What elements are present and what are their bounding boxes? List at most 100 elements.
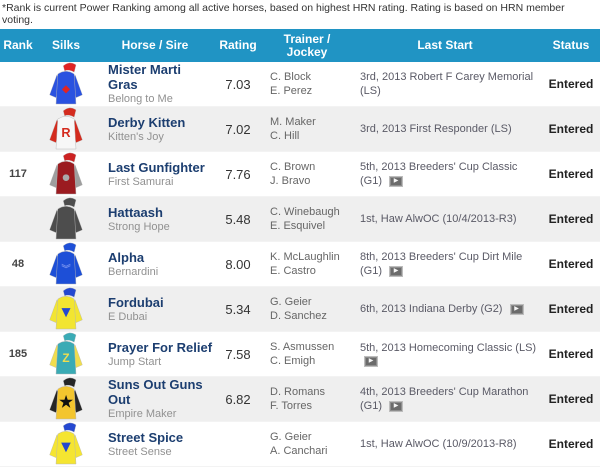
svg-text:◆: ◆: [61, 84, 70, 95]
jockey-silks-icon: ★: [46, 377, 86, 421]
jockey-name: D. Sanchez: [270, 310, 327, 322]
rank-value: 185: [8, 348, 28, 360]
table-row: ▼ Street Spice Street Sense G. Geier A. …: [0, 422, 600, 467]
jockey-silks-icon: ▼: [46, 422, 86, 466]
trainer-name: K. McLaughlin: [270, 251, 340, 263]
trainer-jockey-cell: C. Brown J. Bravo: [262, 160, 352, 188]
col-header-rank: Rank: [3, 38, 33, 52]
col-header-last-start: Last Start: [417, 38, 473, 52]
trainer-name: C. Block: [270, 71, 311, 83]
video-replay-icon[interactable]: ▶: [389, 175, 404, 187]
last-start-cell: 3rd, 2013 First Responder (LS) ▶: [352, 122, 542, 136]
horse-name-link[interactable]: Mister Marti Gras: [108, 62, 181, 92]
trainer-jockey-cell: G. Geier D. Sanchez: [262, 295, 352, 323]
rating-value: 7.02: [225, 121, 251, 137]
last-start-text: 8th, 2013 Breeders' Cup Dirt Mile (G1): [360, 251, 523, 277]
horse-sire-cell: Suns Out Guns Out Empire Maker: [96, 377, 214, 421]
rating-value: 5.34: [225, 301, 251, 317]
svg-text:︾: ︾: [61, 263, 70, 274]
last-start-text: 1st, Haw AlwOC (10/9/2013-R8): [360, 438, 517, 450]
status-value: Entered: [548, 347, 594, 361]
horse-name-link[interactable]: Street Spice: [108, 429, 184, 445]
sire-name: Belong to Me: [108, 93, 173, 105]
silks-cell: ▼: [36, 422, 96, 466]
trainer-name: G. Geier: [270, 296, 312, 308]
table-header-row: Rank Silks Horse / Sire Rating Trainer /…: [0, 29, 600, 62]
jockey-name: E. Perez: [270, 85, 313, 97]
last-start-text: 3rd, 2013 First Responder (LS): [360, 123, 512, 135]
last-start-cell: 3rd, 2013 Robert F Carey Memorial (LS) ▶: [352, 70, 542, 98]
horse-name-link[interactable]: Suns Out Guns Out: [108, 377, 203, 407]
table-row: 185 Z Prayer For Relief Jump St: [0, 332, 600, 377]
silks-cell: ●: [36, 152, 96, 196]
status-value: Entered: [548, 302, 594, 316]
jockey-silks-icon: R: [46, 107, 86, 151]
trainer-name: C. Winebaugh: [270, 206, 340, 218]
col-header-trainer-jockey: Trainer / Jockey: [283, 31, 331, 59]
jockey-silks-icon: ︾: [46, 242, 86, 286]
horse-name-link[interactable]: Prayer For Relief: [108, 339, 213, 355]
svg-text:▼: ▼: [58, 304, 73, 321]
table-row: Hattaash Strong Hope 5.48 C. Winebaugh E…: [0, 197, 600, 242]
status-value: Entered: [548, 167, 594, 181]
svg-text:▼: ▼: [58, 438, 74, 456]
last-start-cell: 5th, 2013 Breeders' Cup Classic (G1) ▶: [352, 160, 542, 188]
table-row: ◆ Mister Marti Gras Belong to Me 7.03 C.…: [0, 62, 600, 107]
last-start-text: 5th, 2013 Breeders' Cup Classic (G1): [360, 161, 518, 187]
horse-name-link[interactable]: Derby Kitten: [108, 114, 186, 130]
sire-name: First Samurai: [108, 175, 174, 188]
jockey-silks-icon: ◆: [46, 62, 86, 106]
horse-name-link[interactable]: Last Gunfighter: [108, 159, 205, 175]
jockey-name: C. Hill: [270, 130, 300, 142]
sire-name: Jump Start: [108, 355, 162, 368]
trainer-name: S. Asmussen: [270, 341, 335, 353]
col-header-rating: Rating: [219, 38, 257, 52]
sire-name: Kitten's Joy: [108, 130, 164, 143]
rank-value: 117: [9, 168, 27, 180]
rating-value: 7.03: [225, 76, 251, 92]
horse-sire-cell: Alpha Bernardini: [96, 250, 214, 279]
video-replay-icon[interactable]: ▶: [509, 303, 524, 315]
horse-name-link[interactable]: Hattaash: [108, 204, 163, 220]
horse-sire-cell: Street Spice Street Sense: [96, 430, 214, 459]
last-start-text: 3rd, 2013 Robert F Carey Memorial (LS): [360, 71, 534, 97]
video-replay-icon[interactable]: ▶: [364, 355, 378, 367]
jockey-name: E. Castro: [270, 265, 316, 277]
col-header-silks: Silks: [51, 38, 81, 52]
silks-cell: ★: [36, 377, 96, 421]
sire-name: Street Sense: [108, 445, 172, 458]
trainer-jockey-cell: K. McLaughlin E. Castro: [262, 250, 352, 278]
status-value: Entered: [548, 392, 594, 406]
last-start-text: 6th, 2013 Indiana Derby (G2): [360, 303, 503, 315]
horse-sire-cell: Hattaash Strong Hope: [96, 205, 214, 234]
horse-sire-cell: Fordubai E Dubai: [96, 295, 214, 324]
last-start-text: 1st, Haw AlwOC (10/4/2013-R3): [360, 213, 517, 225]
jockey-name: E. Esquivel: [270, 220, 326, 232]
trainer-jockey-cell: M. Maker C. Hill: [262, 115, 352, 143]
jockey-name: A. Canchari: [270, 445, 328, 457]
last-start-cell: 6th, 2013 Indiana Derby (G2) ▶: [352, 302, 542, 316]
video-replay-icon[interactable]: ▶: [389, 265, 404, 277]
trainer-name: C. Brown: [270, 161, 316, 173]
last-start-cell: 8th, 2013 Breeders' Cup Dirt Mile (G1) ▶: [352, 250, 542, 278]
trainer-jockey-cell: G. Geier A. Canchari: [262, 430, 352, 458]
horse-name-link[interactable]: Fordubai: [108, 294, 164, 310]
rating-value: 8.00: [225, 256, 251, 272]
last-start-cell: 1st, Haw AlwOC (10/4/2013-R3) ▶: [352, 212, 542, 226]
horse-name-link[interactable]: Alpha: [108, 249, 145, 265]
sire-name: Empire Maker: [108, 408, 177, 420]
video-replay-icon[interactable]: ▶: [389, 400, 404, 412]
trainer-jockey-cell: S. Asmussen C. Emigh: [262, 340, 352, 368]
rank-disclaimer-text: *Rank is current Power Ranking among all…: [2, 2, 565, 26]
table-body: ◆ Mister Marti Gras Belong to Me 7.03 C.…: [0, 62, 600, 467]
trainer-jockey-cell: C. Winebaugh E. Esquivel: [262, 205, 352, 233]
jockey-name: C. Emigh: [270, 355, 316, 367]
table-row: ★ Suns Out Guns Out Empire Maker 6.82 D.…: [0, 377, 600, 422]
rating-value: 6.82: [225, 391, 251, 407]
trainer-name: M. Maker: [270, 116, 316, 128]
trainer-jockey-cell: C. Block E. Perez: [262, 70, 352, 98]
silks-cell: R: [36, 107, 96, 151]
silks-cell: ◆: [36, 62, 96, 106]
last-start-cell: 1st, Haw AlwOC (10/9/2013-R8) ▶: [352, 437, 542, 451]
